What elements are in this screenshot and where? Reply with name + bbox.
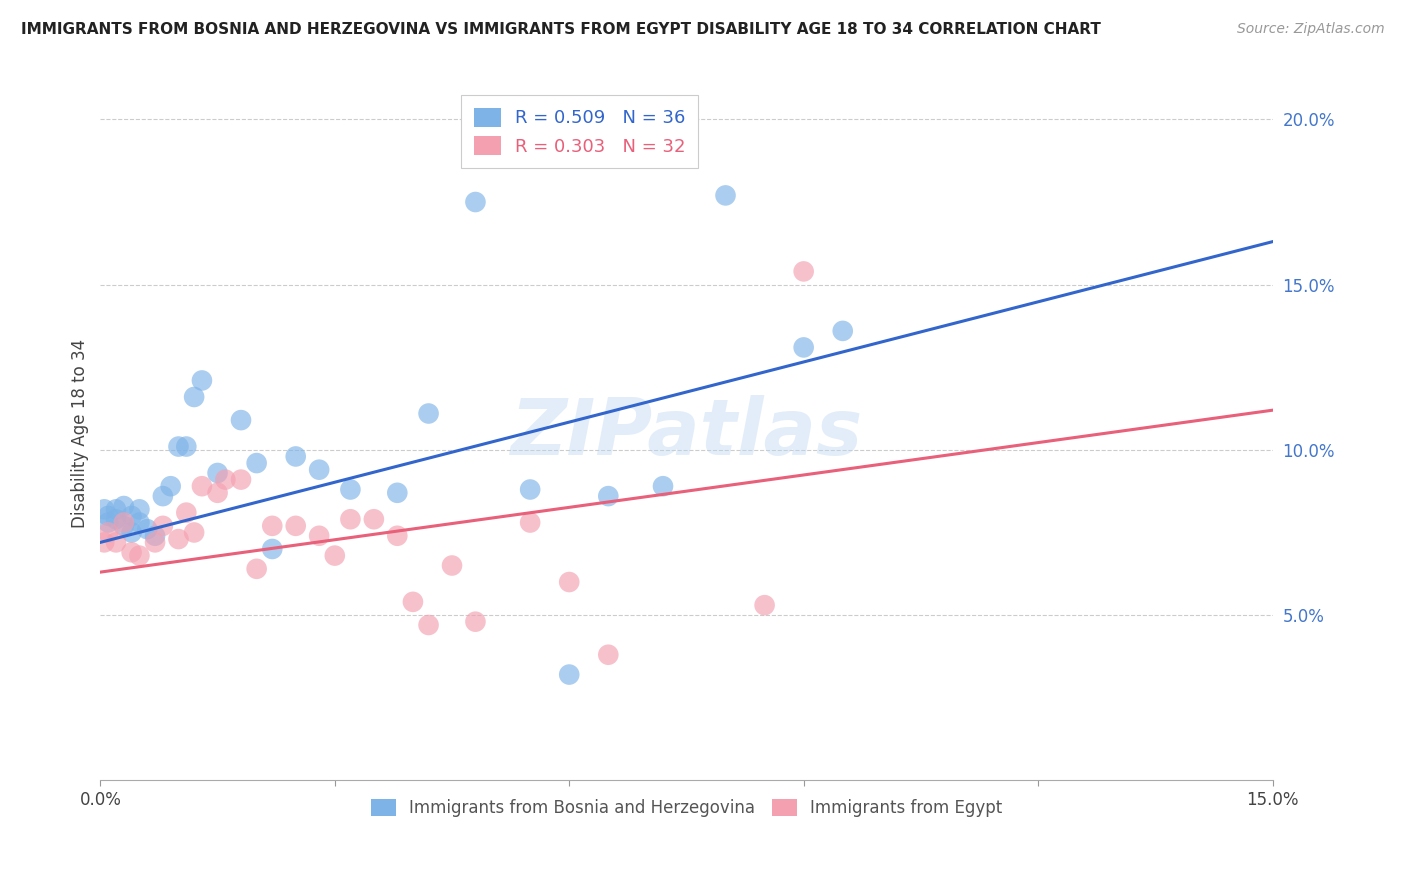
Point — [112, 499, 135, 513]
Point — [191, 374, 214, 388]
Point — [97, 508, 120, 523]
Point — [284, 450, 307, 464]
Point — [121, 508, 143, 523]
Point — [104, 535, 127, 549]
Point — [418, 407, 440, 421]
Point — [339, 512, 361, 526]
Point — [93, 502, 115, 516]
Point — [207, 466, 229, 480]
Text: ZIPatlas: ZIPatlas — [510, 395, 862, 471]
Point — [339, 483, 361, 497]
Point — [402, 595, 425, 609]
Point — [176, 506, 198, 520]
Point — [598, 489, 620, 503]
Point — [598, 648, 620, 662]
Text: Source: ZipAtlas.com: Source: ZipAtlas.com — [1237, 22, 1385, 37]
Point — [128, 502, 150, 516]
Point — [440, 558, 463, 573]
Legend: Immigrants from Bosnia and Herzegovina, Immigrants from Egypt: Immigrants from Bosnia and Herzegovina, … — [364, 792, 1010, 824]
Point — [519, 483, 541, 497]
Point — [191, 479, 214, 493]
Point — [183, 525, 205, 540]
Point — [121, 525, 143, 540]
Point — [136, 522, 159, 536]
Y-axis label: Disability Age 18 to 34: Disability Age 18 to 34 — [72, 339, 89, 528]
Text: IMMIGRANTS FROM BOSNIA AND HERZEGOVINA VS IMMIGRANTS FROM EGYPT DISABILITY AGE 1: IMMIGRANTS FROM BOSNIA AND HERZEGOVINA V… — [21, 22, 1101, 37]
Point — [159, 479, 181, 493]
Point — [143, 535, 166, 549]
Point — [128, 516, 150, 530]
Point — [121, 545, 143, 559]
Point — [167, 532, 190, 546]
Point — [418, 618, 440, 632]
Point — [112, 516, 135, 530]
Point — [176, 440, 198, 454]
Point — [214, 473, 236, 487]
Point — [229, 473, 252, 487]
Point — [97, 525, 120, 540]
Point — [387, 529, 409, 543]
Point — [323, 549, 346, 563]
Point — [262, 519, 284, 533]
Point — [363, 512, 385, 526]
Point — [183, 390, 205, 404]
Point — [93, 535, 115, 549]
Point — [97, 516, 120, 530]
Point — [793, 340, 815, 354]
Point — [207, 485, 229, 500]
Point — [152, 489, 174, 503]
Point — [104, 512, 127, 526]
Point — [284, 519, 307, 533]
Point — [652, 479, 675, 493]
Point — [308, 463, 330, 477]
Point — [143, 529, 166, 543]
Point — [128, 549, 150, 563]
Point — [167, 440, 190, 454]
Point — [308, 529, 330, 543]
Point — [558, 667, 581, 681]
Point — [831, 324, 853, 338]
Point — [246, 562, 269, 576]
Point — [387, 485, 409, 500]
Point — [246, 456, 269, 470]
Point — [519, 516, 541, 530]
Point — [262, 541, 284, 556]
Point — [714, 188, 737, 202]
Point — [464, 194, 486, 209]
Point — [112, 519, 135, 533]
Point — [464, 615, 486, 629]
Point — [229, 413, 252, 427]
Point — [152, 519, 174, 533]
Point — [558, 575, 581, 590]
Point — [754, 598, 776, 612]
Point — [104, 502, 127, 516]
Point — [793, 264, 815, 278]
